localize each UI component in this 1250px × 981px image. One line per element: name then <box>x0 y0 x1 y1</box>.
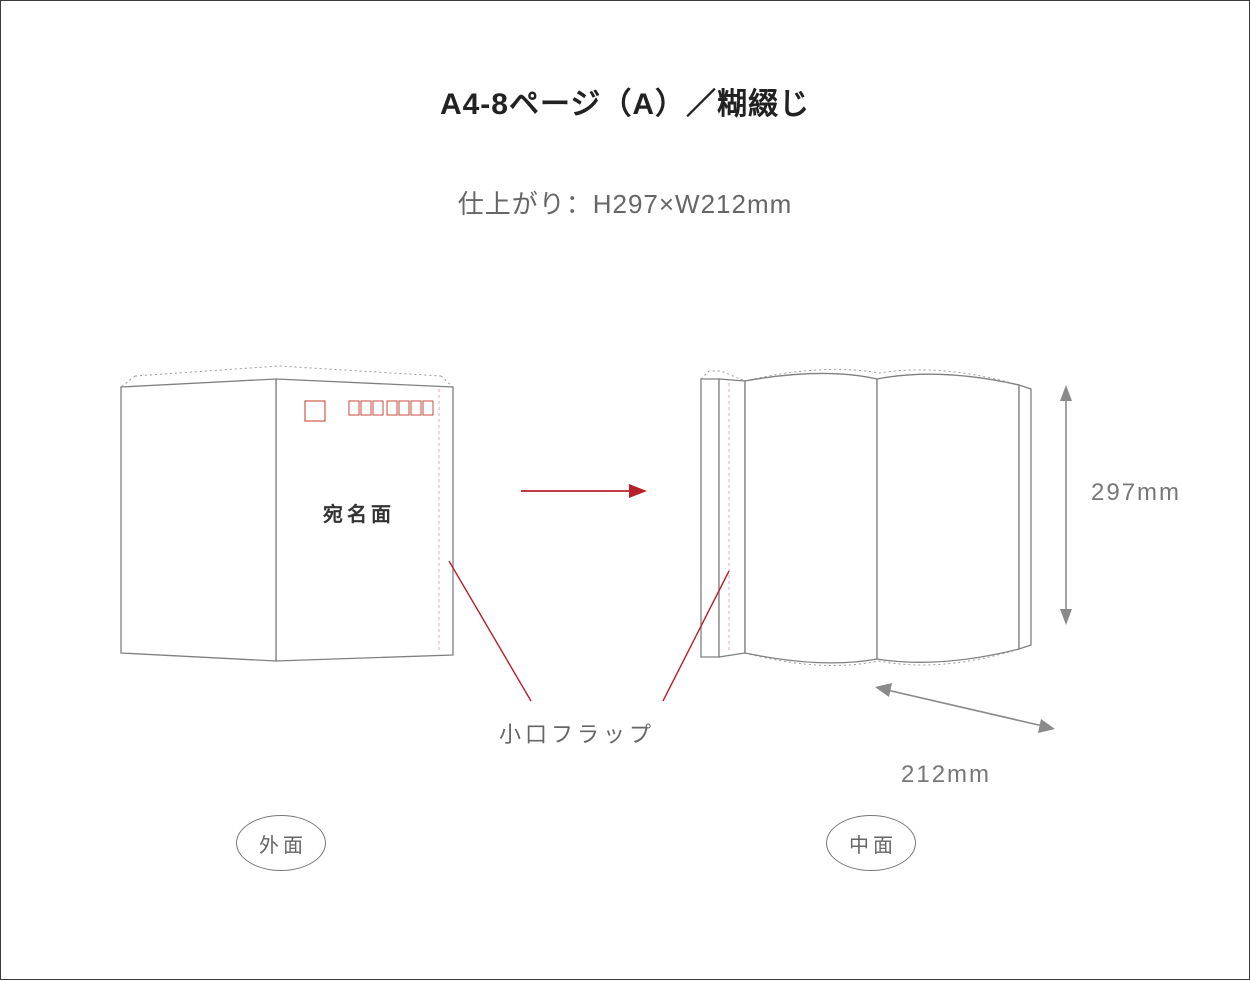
flap-label: 小口フラップ <box>499 717 655 749</box>
dim-height <box>1060 385 1072 625</box>
dim-height-label: 297mm <box>1091 479 1181 507</box>
flap-leaders <box>449 561 729 701</box>
oval-left-label: 外面 <box>236 815 326 871</box>
dim-width <box>875 683 1055 733</box>
diagram-frame: { "canvas": { "width": 1250, "height": 9… <box>0 0 1250 980</box>
arrow-main <box>521 484 647 498</box>
address-face-label: 宛名面 <box>323 498 395 527</box>
right-book <box>701 369 1031 665</box>
oval-right-label: 中面 <box>826 815 916 871</box>
left-book <box>121 366 453 661</box>
diagram-canvas <box>1 1 1250 981</box>
dim-width-label: 212mm <box>901 761 991 789</box>
